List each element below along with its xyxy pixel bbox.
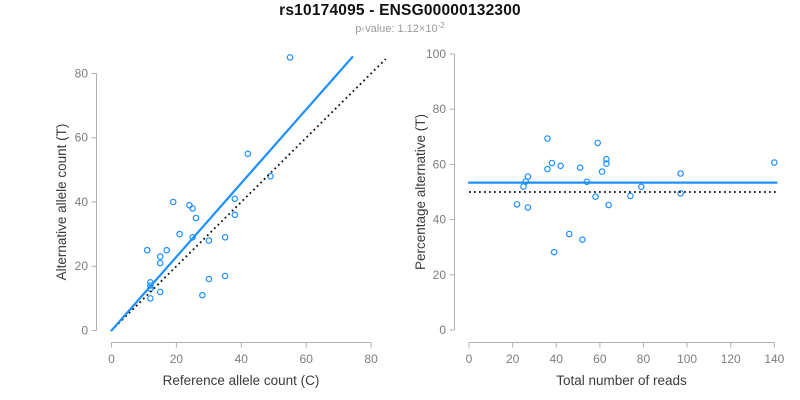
data-point xyxy=(603,160,610,167)
y-tick-label: 40 xyxy=(433,213,447,227)
data-point xyxy=(677,170,684,177)
data-point xyxy=(156,259,164,267)
figure-title: rs10174095 - ENSG00000132300 xyxy=(279,2,521,19)
x-axis-title: Reference allele count (C) xyxy=(163,373,320,388)
data-point xyxy=(189,205,196,212)
data-point xyxy=(770,159,778,166)
y-tick-label: 40 xyxy=(75,195,89,209)
data-point xyxy=(231,211,239,219)
data-point xyxy=(205,275,213,283)
y-tick-label: 60 xyxy=(75,131,89,145)
x-tick-label: 20 xyxy=(170,352,184,366)
x-tick-label: 40 xyxy=(235,352,249,366)
y-axis-title: Alternative allele count (T) xyxy=(54,124,69,281)
data-point xyxy=(156,288,164,296)
p-value-exponent: -2 xyxy=(437,21,445,30)
data-point xyxy=(156,253,164,260)
data-point xyxy=(592,193,599,201)
x-tick-label: 60 xyxy=(593,352,607,366)
y-axis-title: Percentage alternative (T) xyxy=(413,114,428,270)
data-point xyxy=(221,272,229,280)
data-point xyxy=(244,150,252,158)
p-value-subtitle: p-value: 1.12×10-2 xyxy=(0,21,800,35)
data-point xyxy=(565,230,573,238)
data-point xyxy=(637,183,645,191)
data-point xyxy=(199,291,206,299)
data-point xyxy=(627,192,634,200)
data-point xyxy=(544,135,551,142)
x-tick-label: 120 xyxy=(721,352,741,366)
y-tick-label: 80 xyxy=(75,66,89,80)
y-tick-label: 0 xyxy=(81,324,88,338)
x-tick-label: 0 xyxy=(466,352,473,366)
y-tick-label: 60 xyxy=(433,157,447,171)
data-point xyxy=(605,201,612,209)
data-point xyxy=(143,246,151,254)
data-point xyxy=(231,195,239,203)
data-point xyxy=(169,198,177,206)
data-point xyxy=(176,230,183,238)
data-point xyxy=(576,164,584,172)
x-tick-label: 80 xyxy=(637,352,651,366)
data-point xyxy=(205,237,213,244)
data-point xyxy=(147,295,154,302)
x-tick-label: 140 xyxy=(764,352,784,366)
data-point xyxy=(147,282,154,289)
data-point xyxy=(524,204,532,211)
x-axis-title: Total number of reads xyxy=(556,373,687,388)
data-point xyxy=(544,165,551,173)
fitted-line xyxy=(110,55,354,332)
percentage-panel: 0 20 40 60 80 100 0 20 40 60 80 100 120 140 Total numb… xyxy=(413,47,785,388)
data-point xyxy=(520,183,527,190)
data-point xyxy=(192,214,200,222)
y-tick-label: 20 xyxy=(75,259,89,273)
data-point xyxy=(594,139,602,147)
data-point xyxy=(557,162,564,170)
y-tick-label: 80 xyxy=(433,102,447,116)
data-point xyxy=(286,54,294,61)
data-point xyxy=(548,159,556,167)
data-point xyxy=(221,234,229,241)
data-point xyxy=(550,248,558,256)
data-point xyxy=(598,168,606,175)
x-tick-label: 20 xyxy=(506,352,520,366)
identity-line xyxy=(114,58,387,328)
data-point xyxy=(677,190,684,197)
data-point xyxy=(163,246,171,254)
y-tick-label: 20 xyxy=(433,268,447,282)
x-tick-label: 100 xyxy=(677,352,697,366)
x-tick-label: 40 xyxy=(550,352,564,366)
p-value-text: p-value: 1.12×10 xyxy=(355,23,438,35)
allele-counts-panel: 0 20 40 60 80 0 20 40 60 80 Reference allele count… xyxy=(54,54,387,388)
x-tick-label: 80 xyxy=(364,352,378,366)
data-point xyxy=(186,201,193,209)
data-point xyxy=(513,201,521,208)
x-tick-label: 60 xyxy=(300,352,314,366)
y-tick-label: 0 xyxy=(439,323,446,337)
y-tick-label: 100 xyxy=(426,47,446,61)
data-point xyxy=(579,236,586,244)
x-tick-label: 0 xyxy=(108,352,115,366)
data-point xyxy=(267,173,274,180)
data-point xyxy=(603,155,610,163)
